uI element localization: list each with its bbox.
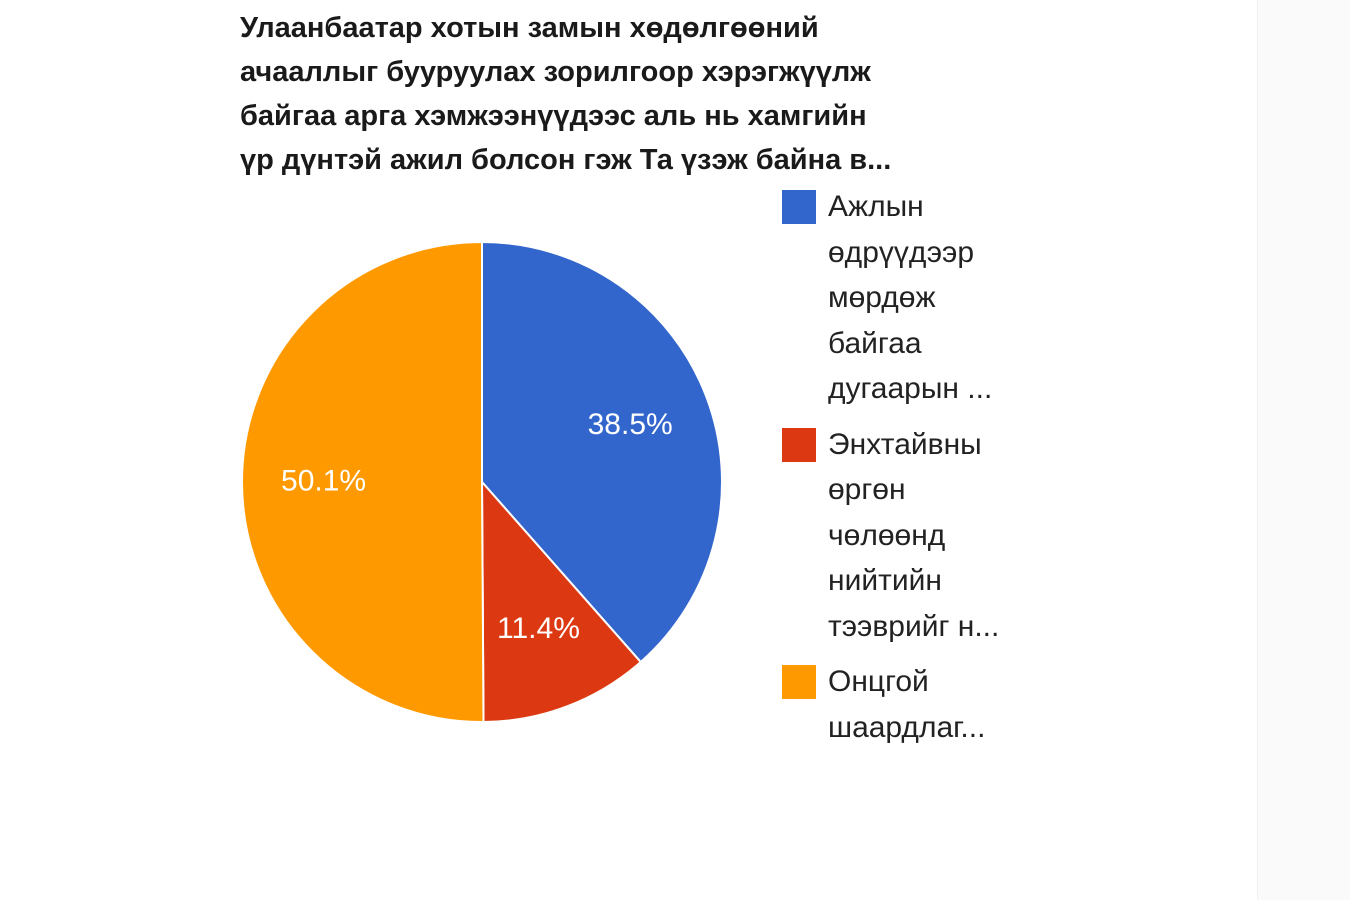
legend-item[interactable]: Ажлын өдрүүдээр мөрдөж байгаа дугаарын .… bbox=[780, 184, 1040, 412]
legend-label-line: нийтийн bbox=[828, 564, 942, 597]
legend-swatch bbox=[782, 665, 816, 699]
legend-label: Ажлын өдрүүдээр мөрдөж байгаа дугаарын .… bbox=[828, 184, 1040, 412]
pie-slice[interactable] bbox=[480, 479, 643, 724]
legend-label-line: шаардлаг... bbox=[828, 710, 986, 744]
legend-swatch bbox=[782, 190, 816, 224]
chart-title: Улаанбаатар хотын замын хөдөлгөөний ачаа… bbox=[240, 6, 1040, 182]
legend-label-line: тээврийг н... bbox=[828, 609, 1000, 643]
legend-label-line: мөрдөж bbox=[828, 281, 936, 314]
legend-label-line: Энхтайвны bbox=[828, 427, 982, 461]
page-edge bbox=[1257, 0, 1350, 900]
chart-title-line: үр дүнтэй ажил болсон гэж Та үзэж байна … bbox=[240, 144, 892, 176]
legend-item[interactable]: Онцгой шаардлаг... bbox=[780, 659, 1040, 750]
legend-label-line: өдрүүдээр bbox=[828, 235, 975, 269]
legend-label-line: чөлөөнд bbox=[828, 518, 946, 552]
chart-title-line: Улаанбаатар хотын замын хөдөлгөөний bbox=[240, 12, 819, 44]
legend-label: Энхтайвны өргөн чөлөөнд нийтийн тээврийг… bbox=[828, 422, 1040, 650]
slice-value-label: 38.5% bbox=[588, 408, 673, 441]
legend-item[interactable]: Энхтайвны өргөн чөлөөнд нийтийн тээврийг… bbox=[780, 422, 1040, 650]
legend-label-line: Онцгой bbox=[828, 665, 929, 698]
legend-label-line: дугаарын ... bbox=[828, 372, 993, 405]
slice-value-label: 11.4% bbox=[497, 612, 580, 645]
chart-title-line: ачааллыг бууруулах зорилгоор хэрэгжүүлж bbox=[240, 56, 871, 88]
pie-slice[interactable] bbox=[241, 240, 485, 723]
chart-title-line: байгаа арга хэмжээнүүдээс аль нь хамгийн bbox=[240, 100, 867, 132]
slice-value-label: 50.1% bbox=[281, 464, 366, 497]
legend-label-line: Ажлын bbox=[828, 190, 924, 223]
legend-label: Онцгой шаардлаг... bbox=[828, 659, 1040, 750]
legend-swatch bbox=[782, 427, 816, 462]
legend-label-line: байгаа bbox=[828, 326, 922, 360]
legend: Ажлын өдрүүдээр мөрдөж байгаа дугаарын .… bbox=[780, 184, 1040, 760]
pie-slice[interactable] bbox=[481, 240, 723, 664]
legend-label-line: өргөн bbox=[828, 473, 906, 506]
